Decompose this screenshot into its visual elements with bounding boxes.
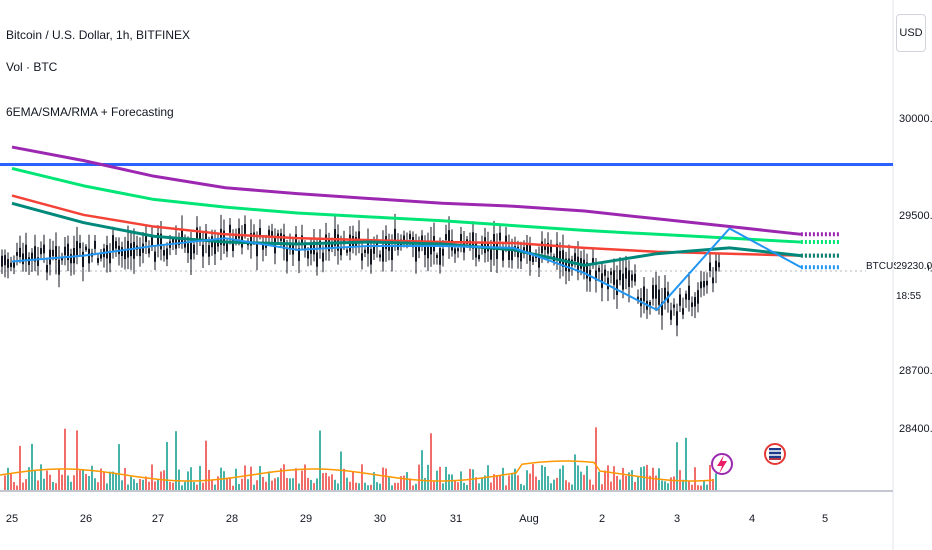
time-tick: 28 xyxy=(226,513,238,525)
time-tick: 2 xyxy=(599,513,605,525)
ema-lines xyxy=(11,145,841,311)
volume-legend[interactable]: Vol · BTC xyxy=(6,60,58,74)
time-tick: 25 xyxy=(6,513,18,525)
countdown-badge: 18:55 xyxy=(896,290,928,303)
currency-button[interactable]: USD xyxy=(896,14,926,52)
indicator-legend[interactable]: 6EMA/SMA/RMA + Forecasting xyxy=(6,105,174,119)
ema-fast-line[interactable] xyxy=(11,227,802,311)
ema-purple-line[interactable] xyxy=(11,145,802,236)
ema-green-line[interactable] xyxy=(11,166,801,244)
time-axis[interactable]: 25 26 27 28 29 30 31 Aug 2 3 4 5 xyxy=(6,513,828,525)
time-tick: 26 xyxy=(80,513,92,525)
time-tick: 29 xyxy=(300,513,312,525)
time-tick: 4 xyxy=(749,513,755,525)
symbol-title[interactable]: Bitcoin / U.S. Dollar, 1h, BITFINEX xyxy=(6,28,191,42)
time-tick: 30 xyxy=(374,513,386,525)
price-badge-value: 29230.0 xyxy=(896,260,932,273)
ema-teal-line[interactable] xyxy=(11,201,802,267)
time-tick: 5 xyxy=(822,513,828,525)
price-badge: BTCUSD xyxy=(866,260,907,273)
time-tick: 27 xyxy=(152,513,164,525)
time-tick: 31 xyxy=(450,513,462,525)
time-tick: 3 xyxy=(674,513,680,525)
price-tick: 29500.0 xyxy=(899,210,932,222)
price-tick: 30000.0 xyxy=(899,113,932,125)
time-tick: Aug xyxy=(519,513,539,525)
price-tick: 28400.0 xyxy=(899,423,932,435)
event-icons xyxy=(711,443,786,475)
lightning-icon xyxy=(717,455,727,474)
price-axis[interactable]: 30000.0 29500.0 29230.0 28700.0 28400.0 xyxy=(899,113,932,435)
price-tick: 28700.0 xyxy=(899,365,932,377)
badge-price: 29230.0 xyxy=(896,261,932,272)
volume-bars xyxy=(0,427,717,490)
badge-symbol: BTCUSD xyxy=(866,261,908,272)
us-flag-icon xyxy=(769,448,781,460)
badge-countdown: 18:55 xyxy=(896,291,922,302)
